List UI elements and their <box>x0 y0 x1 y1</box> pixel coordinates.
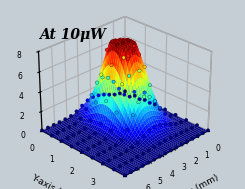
X-axis label: X-axis (mm): X-axis (mm) <box>169 173 221 189</box>
Y-axis label: Y-axis (mm): Y-axis (mm) <box>30 173 81 189</box>
Text: At 10μW: At 10μW <box>39 28 105 42</box>
